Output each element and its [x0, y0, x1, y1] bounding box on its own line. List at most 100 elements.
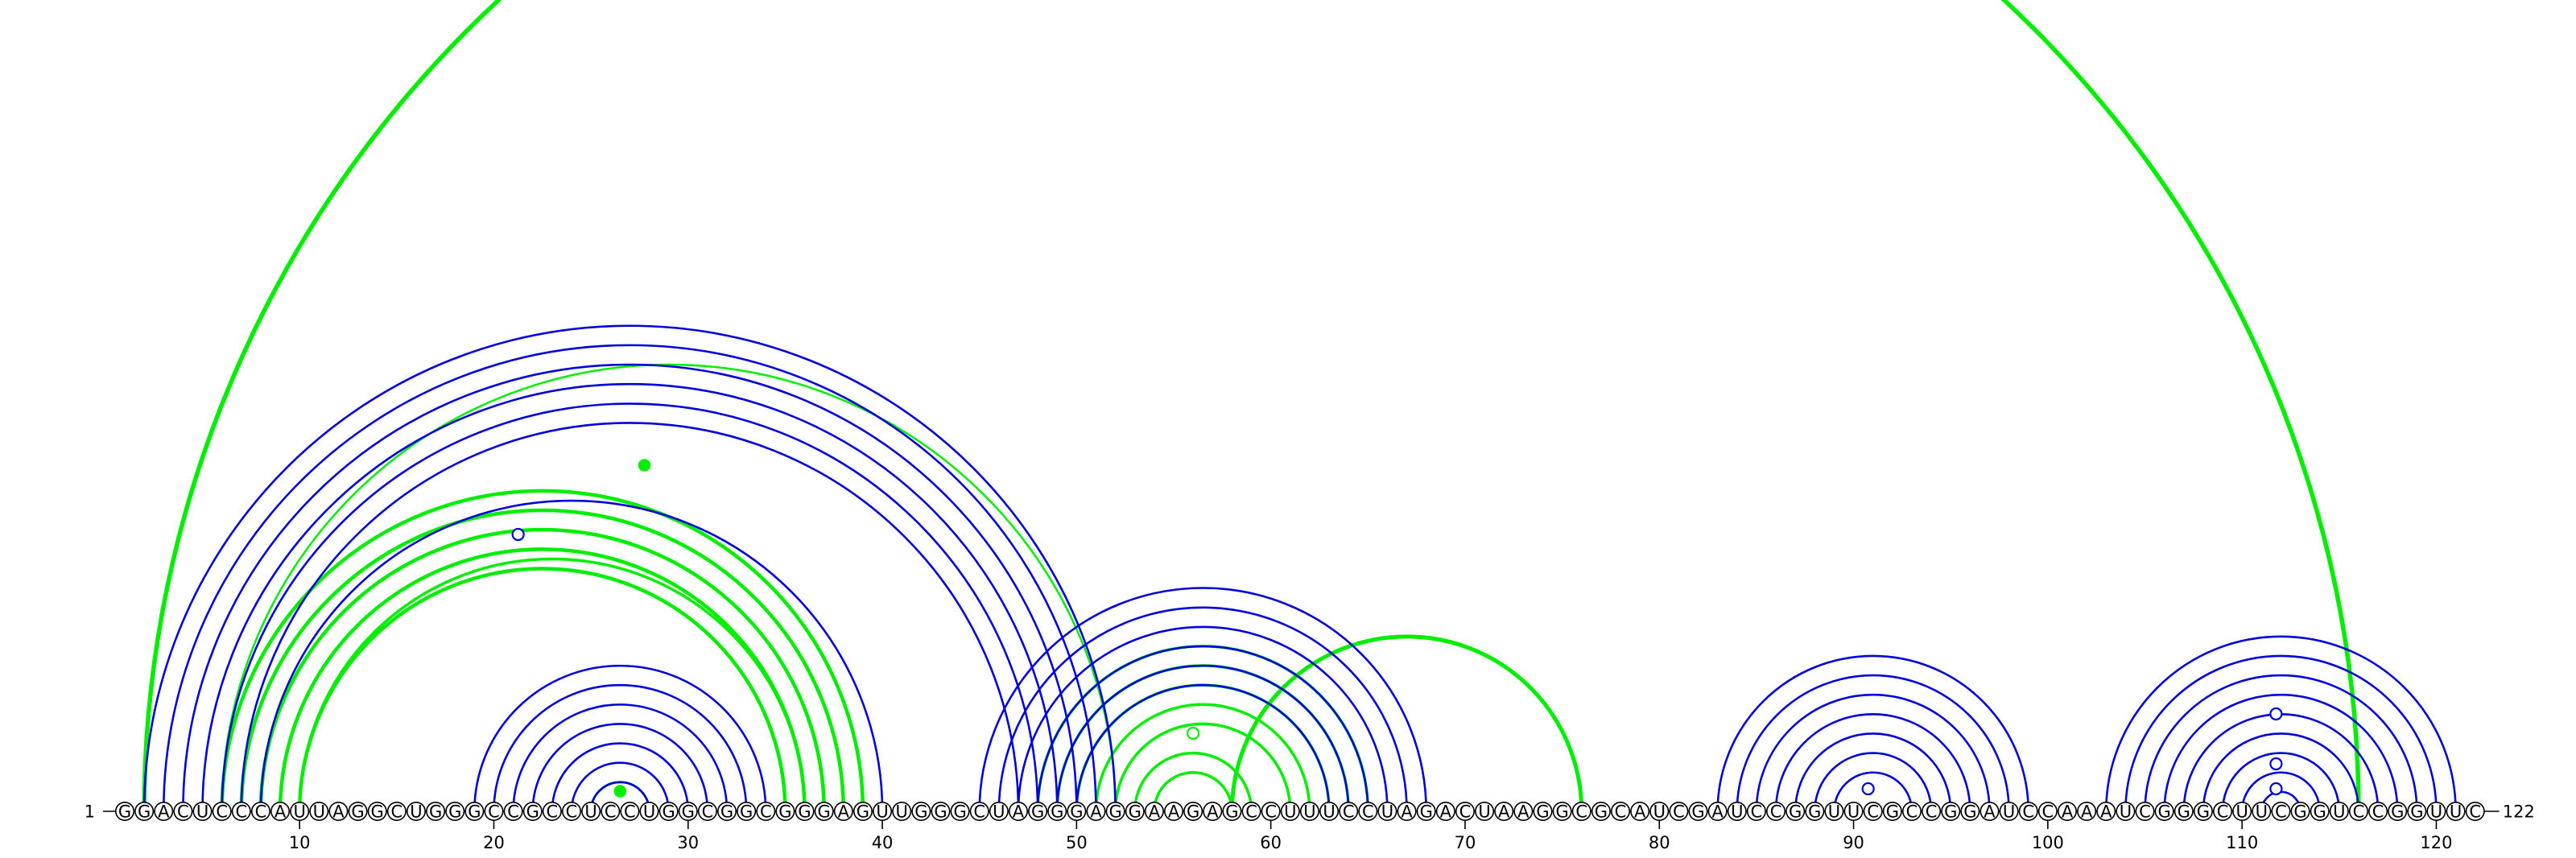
nucleotide-letter: U: [876, 802, 888, 822]
nucleotide: G: [1222, 801, 1242, 822]
green-arc: [1229, 634, 1584, 812]
nucleotide-letter: G: [740, 802, 753, 822]
blue-arc: [2163, 693, 2399, 812]
nucleotide-letter: U: [1653, 802, 1666, 822]
nucleotide: G: [1591, 801, 1611, 822]
nucleotide-letter: G: [2410, 802, 2423, 822]
nucleotide-letter: C: [2372, 802, 2384, 822]
nucleotide-letter: G: [1944, 802, 1957, 822]
nucleotide: C: [231, 801, 251, 822]
nucleotide: A: [270, 801, 291, 822]
nucleotide: G: [1047, 801, 1067, 822]
nucleotide: A: [833, 801, 853, 822]
green-arc: [1113, 722, 1292, 812]
blue-arc: [1774, 713, 1971, 812]
nucleotide: G: [852, 801, 873, 822]
nucleotide-letter: A: [2062, 802, 2074, 822]
nucleotide-letter: G: [857, 802, 869, 822]
blue-arc: [1075, 683, 1331, 812]
filled-marker: [638, 459, 651, 472]
nucleotide-letter: G: [2293, 802, 2306, 822]
nucleotide: G: [348, 801, 368, 822]
nucleotide-letter: C: [1615, 802, 1627, 822]
blue-arc: [1716, 654, 2030, 812]
nucleotide: A: [1630, 801, 1650, 822]
nucleotide-letter: A: [1207, 802, 1219, 822]
nucleotide: A: [154, 801, 174, 822]
nucleotide-letter: C: [2217, 802, 2229, 822]
nucleotide: G: [658, 801, 679, 822]
tick-label: 90: [1843, 833, 1864, 852]
green-arc: [220, 489, 865, 812]
nucleotide-letter: G: [778, 802, 791, 822]
nucleotide-letter: A: [1984, 802, 1996, 822]
nucleotide-letter: G: [468, 802, 481, 822]
nucleotide-letter: G: [720, 802, 733, 822]
nucleotide: C: [620, 801, 640, 822]
nucleotide: C: [250, 801, 270, 822]
nucleotide-letter: G: [351, 802, 364, 822]
nucleotide: U: [873, 801, 893, 822]
nucleotide: G: [795, 801, 815, 822]
nucleotide: G: [2290, 801, 2310, 822]
nucleotide-letter: A: [158, 802, 170, 822]
nucleotide-letter: C: [488, 802, 500, 822]
nucleotide-letter: U: [293, 802, 305, 822]
nucleotide: C: [2271, 801, 2291, 822]
open-marker: [511, 527, 525, 542]
nucleotide-letter: U: [2333, 802, 2345, 822]
nucleotide-letter: C: [1673, 802, 1685, 822]
nucleotide-letter: C: [1867, 802, 1879, 822]
nucleotide-letter: U: [584, 802, 597, 822]
nucleotide-letter: G: [1070, 802, 1083, 822]
nucleotide-letter: C: [1770, 802, 1782, 822]
nucleotide: G: [1960, 801, 1980, 822]
nucleotide-letter: U: [1323, 802, 1335, 822]
nucleotide: G: [1882, 801, 1902, 822]
tick-label: 100: [2032, 833, 2064, 852]
nucleotide-letter: U: [1731, 802, 1743, 822]
nucleotide-letter: U: [1381, 802, 1393, 822]
nucleotide-letter: C: [235, 802, 247, 822]
nucleotide-letter: U: [896, 802, 908, 822]
nucleotide-letter: G: [1420, 802, 1433, 822]
nucleotide-letter: A: [332, 802, 345, 822]
nucleotide-letter: G: [138, 802, 151, 822]
nucleotide-letter: C: [255, 802, 267, 822]
green-arc: [298, 557, 807, 812]
nucleotide-letter: U: [1284, 802, 1296, 822]
nucleotide-letter: G: [2158, 802, 2171, 822]
nucleotide: G: [1183, 801, 1203, 822]
nucleotide-letter: C: [1265, 802, 1277, 822]
nucleotide: U: [309, 801, 329, 822]
nucleotide-letter: U: [643, 802, 655, 822]
nucleotide-letter: U: [2450, 802, 2462, 822]
nucleotide: G: [445, 801, 465, 822]
nucleotide-letter: G: [1051, 802, 1063, 822]
nucleotide-letter: G: [1536, 802, 1549, 822]
nucleotide-letter: C: [624, 802, 636, 822]
nucleotide: C: [2037, 801, 2058, 822]
nucleotide-letter: G: [1108, 802, 1121, 822]
position-axis: 1 122 10 20 30 40 50 60 70 80 90 100 110 120: [85, 802, 2535, 853]
open-marker: [1861, 782, 1875, 796]
blue-arc: [1755, 693, 1991, 812]
blue-arc: [1814, 752, 1933, 812]
blue-arc: [1736, 674, 2010, 812]
nucleotide-letter: U: [1828, 802, 1840, 822]
nucleotide: U: [1824, 801, 1844, 822]
tick-label: 30: [677, 833, 699, 852]
nucleotide-letter: G: [371, 802, 384, 822]
nucleotide-letter: C: [973, 802, 985, 822]
nucleotide: G: [2310, 801, 2330, 822]
nucleotide: U: [2446, 801, 2466, 822]
nucleotide-letter: G: [2314, 802, 2326, 822]
blue-arc: [493, 683, 748, 812]
nucleotide-letter: A: [1401, 802, 1413, 822]
nucleotide: U: [1727, 801, 1747, 822]
nucleotide: G: [1416, 801, 1436, 822]
nucleotide-letter: G: [118, 802, 131, 822]
nucleotide: U: [2116, 801, 2136, 822]
nucleotide-letter: C: [2022, 802, 2034, 822]
nucleotide: U: [1319, 801, 1340, 822]
